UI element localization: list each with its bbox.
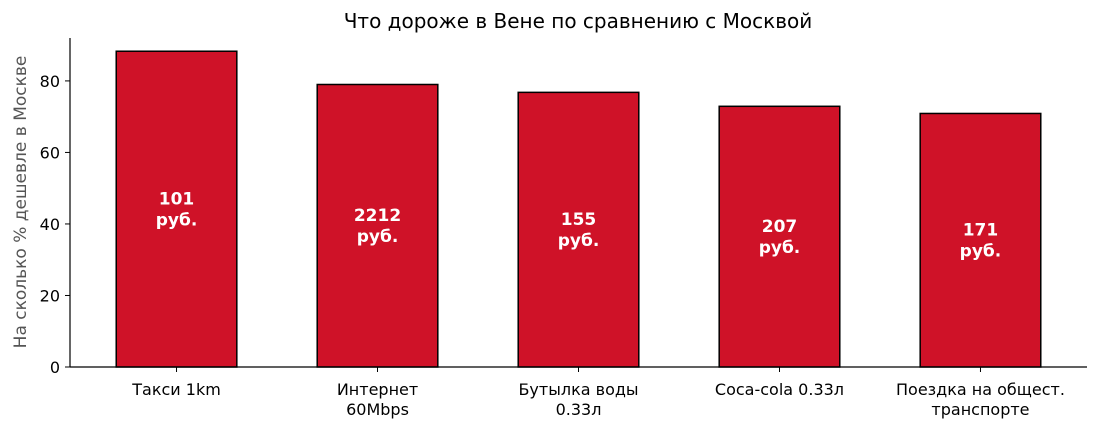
x-tick-label: транспорте	[931, 400, 1029, 419]
bar	[115, 50, 238, 368]
y-tick-label: 40	[40, 215, 60, 234]
data-label: руб.	[759, 238, 801, 258]
data-label: 207	[762, 217, 798, 237]
data-label: 2212	[354, 206, 401, 226]
x-tick-label: Поездка на общест.	[896, 380, 1065, 399]
y-tick-label: 0	[50, 358, 60, 377]
y-tick-label: 20	[40, 286, 60, 305]
y-tick-label: 80	[40, 72, 60, 91]
x-tick-label: 0.33л	[556, 400, 602, 419]
bar	[718, 105, 841, 368]
y-axis-label: На сколько % дешевле в Москве	[11, 56, 31, 349]
x-tick-label: Такси 1km	[131, 380, 221, 399]
data-label: руб.	[558, 231, 600, 251]
x-tick-label: Интернет	[337, 380, 418, 399]
data-label: руб.	[357, 227, 399, 247]
x-tick-label: Бутылка воды	[518, 380, 638, 399]
data-label: руб.	[960, 242, 1002, 262]
bar	[316, 83, 439, 368]
x-tick-label: 60Mbps	[346, 400, 409, 419]
bar	[517, 91, 640, 368]
y-tick-label: 60	[40, 143, 60, 162]
bar	[919, 112, 1042, 368]
data-label: 101	[159, 190, 195, 210]
data-label: 155	[561, 210, 597, 230]
data-label: руб.	[156, 211, 198, 231]
data-label: 171	[963, 221, 999, 241]
chart-title: Что дороже в Вене по сравнению с Москвой	[344, 9, 813, 33]
x-tick-label: Coca-cola 0.33л	[715, 380, 844, 399]
